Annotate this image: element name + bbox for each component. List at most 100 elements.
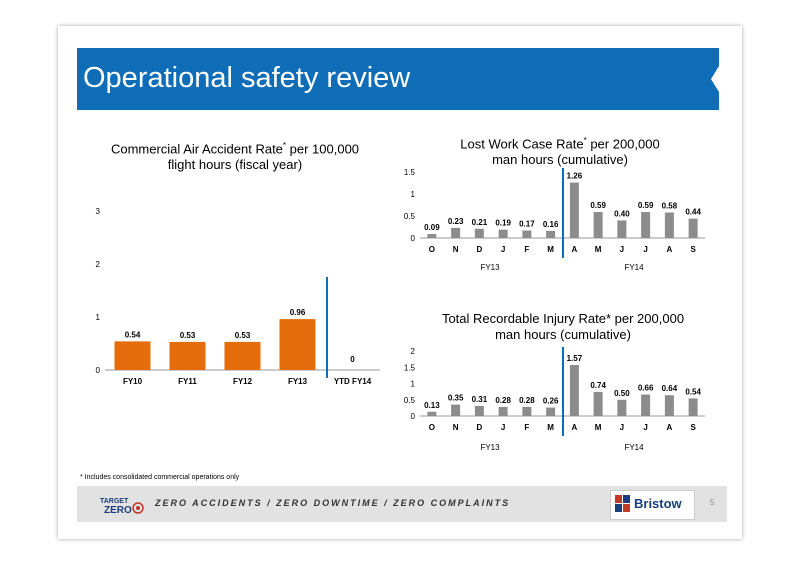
chart1-title-sup: *: [282, 141, 287, 150]
chart1-bar: [224, 341, 261, 370]
chart3-bar: [522, 406, 532, 416]
chart2-category-label: M: [595, 245, 602, 254]
chart2-data-label: 0.40: [614, 209, 630, 218]
chart2-bar: [641, 212, 651, 238]
chart3-data-label: 0.66: [638, 384, 654, 393]
chart2-data-label: 0.19: [495, 219, 511, 228]
target-zero-logo: TARGET ZERO: [100, 498, 144, 516]
chart3-data-label: 0.13: [424, 401, 440, 410]
chart1-category-label: FY11: [178, 377, 197, 386]
chart2-title-line1: Lost Work Case Rate: [460, 136, 584, 152]
chart1-category-label: FY10: [123, 377, 143, 386]
chart1-ytick-label: 0: [96, 366, 101, 375]
chart2-category-label: M: [547, 245, 554, 254]
title-notch-decoration: [711, 48, 727, 110]
target-zero-logo-line1: TARGET: [100, 498, 129, 505]
chart3-data-label: 0.28: [519, 396, 535, 405]
page-number: 5: [710, 498, 715, 507]
chart2-group-label: FY13: [480, 263, 500, 272]
chart3-category-label: J: [501, 423, 505, 432]
chart3-data-label: 0.64: [662, 384, 678, 393]
chart2-category-label: F: [524, 245, 529, 254]
chart3-data-label: 0.50: [614, 389, 630, 398]
chart2-bar: [593, 212, 603, 238]
chart1-ytick-label: 1: [96, 313, 101, 322]
chart2-data-label: 0.16: [543, 220, 559, 229]
chart1-data-label: 0.53: [180, 331, 196, 340]
chart2-category-label: A: [571, 245, 577, 254]
chart2-data-label: 0.23: [448, 217, 464, 226]
chart2-bar: [522, 230, 532, 238]
chart3-category-label: M: [595, 423, 602, 432]
chart2-bar: [569, 182, 579, 238]
bristow-logo-text: Bristow: [634, 496, 682, 511]
chart3-bar: [617, 399, 627, 416]
chart2-ytick-label: 0: [411, 234, 416, 243]
chart1-ytick-label: 3: [96, 207, 101, 216]
chart2-group-label: FY14: [624, 263, 644, 272]
chart2-bar: [427, 234, 437, 238]
chart2-bar: [688, 218, 698, 238]
chart2-category-label: A: [666, 245, 672, 254]
chart3-category-label: J: [643, 423, 647, 432]
chart1-ytick-label: 2: [96, 260, 101, 269]
footnote: * Includes consolidated commercial opera…: [80, 474, 240, 481]
chart3-data-label: 0.31: [472, 395, 488, 404]
chart3-category-label: O: [429, 423, 435, 432]
chart2-category-label: J: [620, 245, 624, 254]
title-bar: [77, 48, 723, 110]
chart2-ytick-label: 1.5: [404, 168, 416, 177]
chart3-title: Total Recordable Injury Rate* per 200,00…: [418, 311, 708, 343]
chart2-bar: [451, 227, 461, 238]
chart2-ytick-label: 0.5: [404, 212, 416, 221]
chart3-bar: [498, 406, 508, 416]
chart2-data-label: 0.59: [590, 201, 606, 210]
page-title: Operational safety review: [83, 62, 411, 94]
chart2-category-label: J: [501, 245, 505, 254]
chart1-data-label: 0.96: [290, 308, 306, 317]
chart2-category-label: O: [429, 245, 435, 254]
chart1-category-label: YTD FY14: [334, 377, 372, 386]
chart2-ytick-label: 1: [411, 190, 416, 199]
chart2-title: Lost Work Case Rate* per 200,000 man hou…: [425, 133, 695, 168]
tagline: ZERO ACCIDENTS / ZERO DOWNTIME / ZERO CO…: [155, 498, 511, 508]
chart3-category-label: A: [571, 423, 577, 432]
target-zero-logo-line2: ZERO: [104, 505, 132, 516]
chart2-bar: [474, 228, 484, 238]
chart1-bar: [169, 341, 206, 370]
chart3-category-label: D: [476, 423, 482, 432]
chart3-data-label: 0.26: [543, 397, 559, 406]
chart1-bar: [279, 319, 316, 370]
chart3-category-label: A: [666, 423, 672, 432]
chart2-data-label: 0.21: [472, 218, 488, 227]
chart3-bar: [451, 404, 461, 416]
chart1-title-suffix: per 100,000: [286, 141, 360, 157]
chart1-title-line2: flight hours (fiscal year): [167, 157, 303, 173]
slide: [58, 26, 742, 539]
chart2-category-label: J: [643, 245, 647, 254]
chart3-title-line2: man hours (cumulative): [495, 327, 631, 342]
chart3-bar: [569, 364, 579, 416]
chart3-data-label: 0.74: [590, 381, 606, 390]
chart2-data-label: 0.09: [424, 223, 440, 232]
chart3-category-label: F: [524, 423, 529, 432]
chart3-bar: [641, 394, 651, 416]
chart3-bar: [546, 407, 556, 416]
chart3-data-label: 0.54: [685, 387, 701, 396]
chart3-ytick-label: 1.5: [404, 363, 416, 372]
chart3-title-line1: Total Recordable Injury Rate* per 200,00…: [441, 311, 685, 326]
chart3-bar: [688, 398, 698, 416]
chart2-data-label: 1.26: [567, 172, 583, 181]
chart2-category-label: N: [453, 245, 459, 254]
chart2-bar: [498, 229, 508, 238]
chart3-data-label: 1.57: [567, 354, 583, 363]
chart1-category-label: FY12: [233, 377, 253, 386]
chart2-data-label: 0.44: [685, 208, 701, 217]
chart2-category-label: S: [690, 245, 696, 254]
chart2-bar: [664, 212, 674, 238]
chart2-bar: [546, 230, 556, 238]
chart2-data-label: 0.17: [519, 220, 535, 229]
chart3-category-label: N: [453, 423, 459, 432]
chart1-bar: [114, 341, 151, 370]
